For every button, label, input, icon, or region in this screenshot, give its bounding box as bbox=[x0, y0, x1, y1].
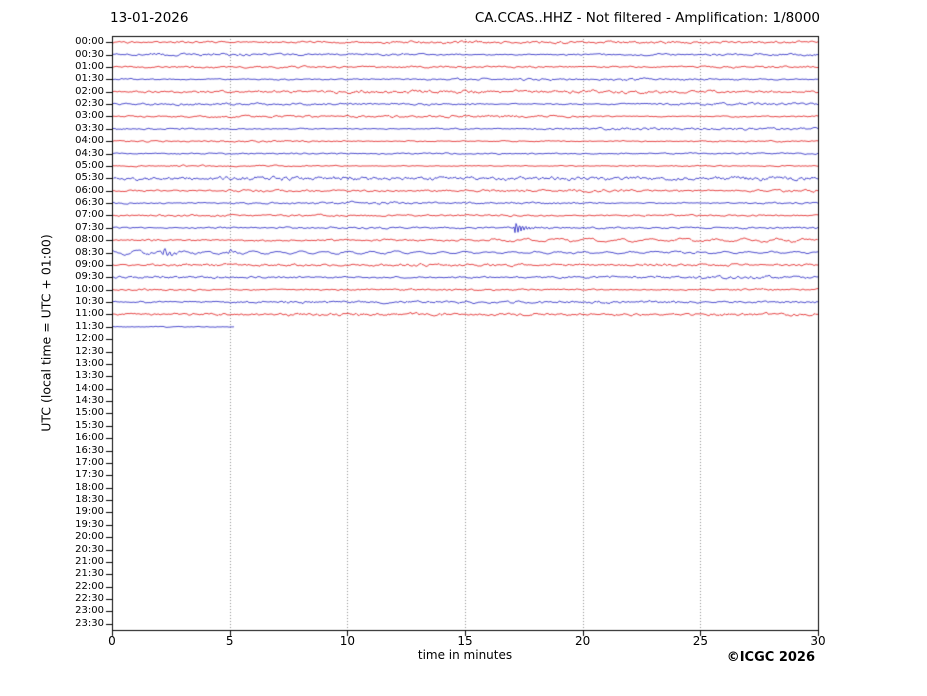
y-tick-label: 05:00 bbox=[75, 159, 104, 171]
y-tick-label: 00:00 bbox=[75, 36, 104, 48]
y-tick-label: 23:30 bbox=[75, 617, 104, 629]
copyright-text: ©ICGC 2026 bbox=[726, 650, 815, 665]
x-tick-label: 25 bbox=[692, 634, 708, 648]
y-tick-label: 21:00 bbox=[75, 555, 104, 567]
y-tick-label: 20:30 bbox=[75, 543, 104, 555]
y-tick-label: 16:00 bbox=[75, 432, 104, 444]
y-tick-label: 11:30 bbox=[75, 320, 104, 332]
y-tick-label: 12:00 bbox=[75, 333, 104, 345]
x-tick-label: 15 bbox=[457, 634, 473, 648]
y-tick-label: 16:30 bbox=[75, 444, 104, 456]
y-tick-label: 22:00 bbox=[75, 580, 104, 592]
y-tick-label: 17:00 bbox=[75, 456, 104, 468]
date-title: 13-01-2026 bbox=[110, 10, 189, 26]
y-tick-label: 10:30 bbox=[75, 296, 104, 308]
x-tick-label: 5 bbox=[225, 634, 234, 648]
y-tick-label: 03:30 bbox=[75, 122, 104, 134]
y-tick-label: 14:00 bbox=[75, 382, 104, 394]
y-tick-label: 01:30 bbox=[75, 73, 104, 85]
y-tick-label: 20:00 bbox=[75, 531, 104, 543]
y-tick-label: 01:00 bbox=[75, 60, 104, 72]
y-tick-label: 05:30 bbox=[75, 172, 104, 184]
y-tick-label: 19:30 bbox=[75, 518, 104, 530]
y-tick-label: 02:30 bbox=[75, 98, 104, 110]
y-tick-label: 15:30 bbox=[75, 419, 104, 431]
x-tick-label: 20 bbox=[575, 634, 591, 648]
y-tick-label: 13:00 bbox=[75, 357, 104, 369]
y-tick-label: 15:00 bbox=[75, 407, 104, 419]
y-tick-label: 23:00 bbox=[75, 605, 104, 617]
y-tick-label: 04:30 bbox=[75, 147, 104, 159]
y-axis-label: UTC (local time = UTC + 01:00) bbox=[38, 234, 54, 432]
y-tick-label: 09:30 bbox=[75, 271, 104, 283]
y-tick-label: 04:00 bbox=[75, 135, 104, 147]
y-tick-label: 08:00 bbox=[75, 234, 104, 246]
y-tick-label: 11:00 bbox=[75, 308, 104, 320]
y-tick-label: 21:30 bbox=[75, 568, 104, 580]
y-tick-label: 17:30 bbox=[75, 469, 104, 481]
y-tick-label: 14:30 bbox=[75, 395, 104, 407]
y-tick-label: 07:30 bbox=[75, 221, 104, 233]
y-tick-label: 02:00 bbox=[75, 85, 104, 97]
y-tick-label: 07:00 bbox=[75, 209, 104, 221]
y-tick-label: 22:30 bbox=[75, 593, 104, 605]
y-tick-label: 06:30 bbox=[75, 197, 104, 209]
x-tick-label: 10 bbox=[339, 634, 355, 648]
station-title: CA.CCAS..HHZ - Not filtered - Amplificat… bbox=[474, 10, 820, 26]
x-tick-label: 30 bbox=[810, 634, 826, 648]
y-tick-label: 13:30 bbox=[75, 370, 104, 382]
y-tick-label: 08:30 bbox=[75, 246, 104, 258]
x-tick-label: 0 bbox=[108, 634, 116, 648]
y-tick-label: 18:30 bbox=[75, 494, 104, 506]
y-tick-label: 03:00 bbox=[75, 110, 104, 122]
y-tick-label: 06:00 bbox=[75, 184, 104, 196]
y-tick-label: 12:30 bbox=[75, 345, 104, 357]
y-tick-label: 18:00 bbox=[75, 481, 104, 493]
y-tick-label: 09:00 bbox=[75, 258, 104, 270]
x-axis-label: time in minutes bbox=[417, 648, 513, 662]
y-tick-label: 00:30 bbox=[75, 48, 104, 60]
y-tick-label: 10:00 bbox=[75, 283, 104, 295]
y-tick-label: 19:00 bbox=[75, 506, 104, 518]
